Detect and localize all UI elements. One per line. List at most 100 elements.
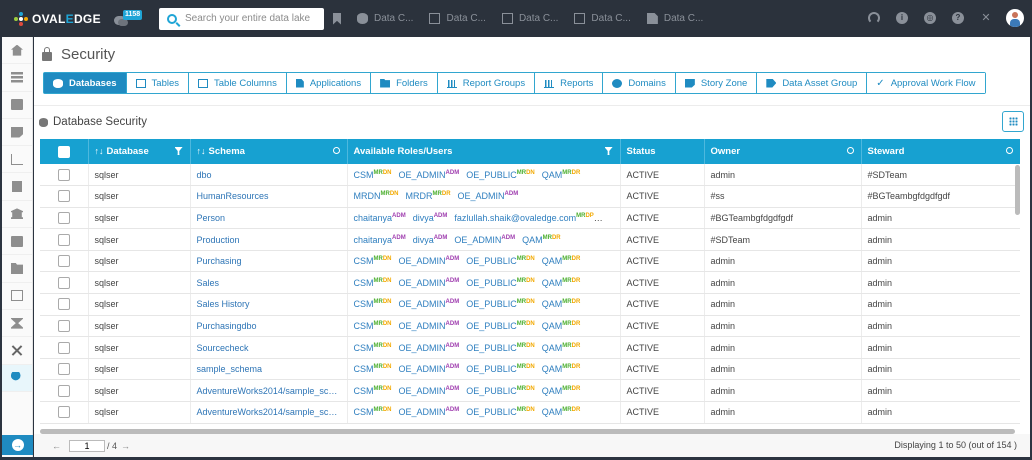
role-link[interactable]: OE_ADMINADM: [398, 364, 460, 375]
schema-link[interactable]: sample_schema: [190, 358, 348, 381]
sidebar-item-book[interactable]: [2, 92, 32, 119]
role-link[interactable]: CSMMRDN: [353, 342, 392, 353]
ovaledge-logo[interactable]: OVALEDGE: [14, 11, 104, 26]
role-link[interactable]: chaitanyaADM: [353, 234, 406, 245]
role-link[interactable]: QAMMRDR: [541, 407, 581, 418]
tab-applications[interactable]: Applications: [286, 73, 372, 93]
table-row[interactable]: sqlser Sourcecheck CSMMRDN OE_ADMINADM OE_PU…: [40, 336, 1020, 359]
sidebar-item-bank[interactable]: [2, 201, 32, 229]
role-link[interactable]: QAMMRDR: [541, 342, 581, 353]
filter-icon[interactable]: [604, 147, 613, 155]
role-link[interactable]: OE_PUBLICMRDN: [466, 364, 535, 375]
sidebar-item-security[interactable]: [2, 364, 32, 392]
role-link[interactable]: QAMMRDR: [541, 320, 581, 331]
role-link[interactable]: OE_PUBLICMRDN: [466, 299, 535, 310]
schema-link[interactable]: dbo: [190, 164, 348, 187]
role-link[interactable]: OE_ADMINADM: [398, 385, 460, 396]
sidebar-item-note[interactable]: [2, 119, 32, 147]
table-row[interactable]: sqlser dbo CSMMRDN OE_ADMINADM OE_PUBLICMRDN…: [40, 164, 1020, 187]
role-link[interactable]: OE_ADMINADM: [398, 407, 460, 418]
tab-approval-work-flow[interactable]: ✓ Approval Work Flow: [867, 73, 985, 93]
column-header-roles[interactable]: Available Roles/Users: [347, 139, 621, 164]
table-row[interactable]: sqlser Production chaitanyaADM divyaADM OE_A…: [40, 228, 1020, 251]
table-row[interactable]: sqlser AdventureWorks2014/sample_schem...…: [40, 401, 1020, 424]
recent-item-4[interactable]: Data C...: [574, 13, 631, 24]
row-checkbox[interactable]: [57, 255, 70, 268]
row-checkbox[interactable]: [57, 276, 70, 289]
tab-folders[interactable]: Folders: [371, 73, 438, 93]
role-link[interactable]: OE_PUBLICMRDN: [466, 407, 535, 418]
role-link[interactable]: QAMMRDR: [541, 385, 581, 396]
row-checkbox[interactable]: [57, 168, 70, 181]
table-row[interactable]: sqlser Purchasing CSMMRDN OE_ADMINADM OE_PUB…: [40, 250, 1020, 273]
search-input[interactable]: [185, 13, 315, 24]
role-link[interactable]: CSMMRDN: [353, 320, 392, 331]
role-link[interactable]: CSMMRDN: [353, 169, 392, 180]
notifications-button[interactable]: 1158: [108, 9, 148, 29]
role-link[interactable]: MRDNMRDN: [353, 191, 399, 202]
chrome-icon[interactable]: ◎: [924, 12, 936, 24]
headset-icon[interactable]: [868, 12, 880, 24]
sidebar-item-list[interactable]: [2, 64, 32, 92]
prev-page-button[interactable]: ←: [52, 440, 61, 451]
schema-link[interactable]: Sales: [190, 271, 348, 295]
column-header-database[interactable]: ↑↓ Database: [88, 139, 191, 164]
schema-link[interactable]: Production: [190, 228, 348, 251]
role-link[interactable]: divyaADM: [412, 234, 448, 245]
tab-databases[interactable]: Databases: [44, 73, 127, 93]
table-row[interactable]: sqlser Sales History CSMMRDN OE_ADMINADM OE_…: [40, 293, 1020, 316]
schema-link[interactable]: HumanResources: [190, 185, 348, 208]
tab-reports[interactable]: Reports: [535, 73, 604, 93]
role-link[interactable]: OE_PUBLICMRDN: [466, 256, 535, 267]
row-checkbox[interactable]: [57, 190, 70, 203]
role-link[interactable]: OE_ADMINADM: [398, 256, 460, 267]
schema-link[interactable]: Person: [190, 207, 348, 230]
role-link[interactable]: CSMMRDN: [353, 299, 392, 310]
column-header-steward[interactable]: Steward: [861, 139, 1020, 164]
sidebar-item-tools[interactable]: [2, 337, 32, 365]
global-search[interactable]: [159, 7, 324, 30]
select-all-checkbox[interactable]: [57, 145, 70, 158]
schema-link[interactable]: Purchasing: [190, 250, 348, 273]
tab-report-groups[interactable]: Report Groups: [437, 73, 536, 93]
bookmark-icon[interactable]: [333, 12, 341, 25]
column-header-schema[interactable]: ↑↓ Schema: [190, 139, 348, 164]
role-link[interactable]: OE_ADMINADM: [398, 299, 460, 310]
role-link[interactable]: chaitanyaADM: [353, 212, 406, 223]
search-icon[interactable]: [332, 147, 340, 154]
role-link[interactable]: QAMMRDR: [541, 277, 581, 288]
sort-icon[interactable]: ↑↓: [196, 146, 206, 156]
table-row[interactable]: sqlser HumanResources MRDNMRDN MRDRMRDR OE_A…: [40, 185, 1020, 208]
row-checkbox[interactable]: [57, 233, 70, 246]
role-link[interactable]: QAMMRDR: [541, 364, 581, 375]
sort-icon[interactable]: ↑↓: [94, 146, 104, 156]
sidebar-item-folder[interactable]: [2, 255, 32, 283]
role-link[interactable]: CSMMRDN: [353, 256, 392, 267]
row-checkbox[interactable]: [57, 298, 70, 311]
table-row[interactable]: sqlser sample_schema CSMMRDN OE_ADMINADM OE_…: [40, 358, 1020, 381]
row-checkbox[interactable]: [57, 363, 70, 376]
tab-domains[interactable]: Domains: [603, 73, 676, 93]
role-link[interactable]: CSMMRDN: [353, 364, 392, 375]
schema-link[interactable]: Purchasingdbo: [190, 315, 348, 338]
schema-link[interactable]: Sales History: [190, 293, 348, 316]
role-link[interactable]: OE_ADMINADM: [398, 342, 460, 353]
schema-link[interactable]: AdventureWorks2014/sample_schem...: [190, 401, 348, 424]
role-link[interactable]: CSMMRDN: [353, 385, 392, 396]
help-icon[interactable]: ?: [952, 12, 964, 24]
row-checkbox[interactable]: [57, 319, 70, 332]
role-link[interactable]: OE_PUBLICMRDN: [466, 320, 535, 331]
role-link[interactable]: OE_PUBLICMRDN: [466, 277, 535, 288]
recent-item-3[interactable]: Data C...: [501, 13, 558, 24]
filter-icon[interactable]: [174, 147, 183, 155]
role-link[interactable]: OE_ADMINADM: [457, 191, 519, 202]
sidebar-item-home[interactable]: [2, 37, 32, 65]
column-header-status[interactable]: Status: [620, 139, 705, 164]
role-link[interactable]: OE_PUBLICMRDN: [466, 385, 535, 396]
column-chooser-button[interactable]: [1002, 111, 1024, 132]
tab-table-columns[interactable]: Table Columns: [189, 73, 287, 93]
schema-link[interactable]: Sourcecheck: [190, 336, 348, 359]
tab-story-zone[interactable]: Story Zone: [675, 73, 758, 93]
recent-item-2[interactable]: Data C...: [429, 13, 486, 24]
table-row[interactable]: sqlser Person chaitanyaADM divyaADM fazlulla…: [40, 207, 1020, 230]
